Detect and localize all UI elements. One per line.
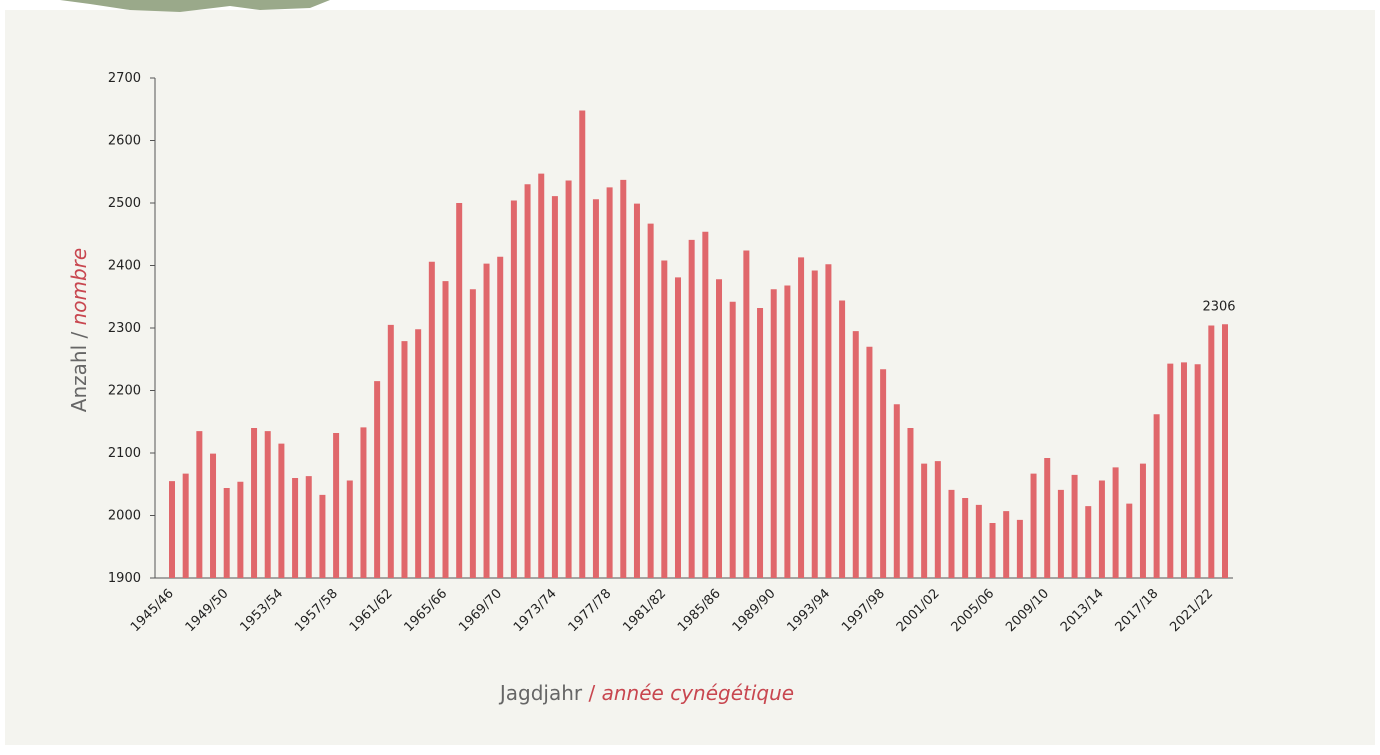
bar [976,505,982,578]
bar [661,261,667,579]
bar [237,482,243,578]
bar [1017,520,1023,578]
data-label: 2306 [1202,299,1235,314]
y-title-sep: / [67,332,91,339]
bar [278,444,284,578]
bar [948,490,954,578]
bar [360,427,366,578]
bar [634,204,640,578]
bar [866,347,872,578]
bar [333,433,339,578]
bar [183,474,189,578]
bar [1113,467,1119,578]
bar [620,180,626,578]
bar [415,329,421,578]
y-tick-label: 2000 [108,509,141,524]
bar [825,264,831,578]
bar [757,308,763,578]
bar [853,331,859,578]
bar [429,262,435,578]
bar [538,174,544,578]
bar [1140,464,1146,578]
bar [401,341,407,578]
y-tick-label: 2600 [108,134,141,149]
y-tick-label: 2100 [108,446,141,461]
bar [1085,506,1091,578]
bar [607,187,613,578]
bar [784,286,790,579]
bar [648,224,654,578]
bar [525,184,531,578]
bar [169,481,175,578]
bar [224,488,230,578]
bar [456,203,462,578]
bar [1003,511,1009,578]
bar [675,277,681,578]
x-title-sep: / [589,681,596,705]
bar [907,428,913,578]
y-title-fr: nombre [67,248,91,326]
bar [730,302,736,578]
bar [593,199,599,578]
y-tick-label: 2700 [108,71,141,86]
bar [347,481,353,579]
bar [1099,481,1105,579]
y-tick-label: 2500 [108,196,141,211]
bar [1222,324,1228,578]
bar [1072,475,1078,578]
bar [743,251,749,579]
bar [497,257,503,578]
bar [716,279,722,578]
x-title-de: Jagdjahr [498,681,583,705]
bar [292,478,298,578]
bar [306,476,312,578]
bar [566,181,572,579]
bar [880,369,886,578]
bar [935,461,941,578]
bar [484,264,490,578]
bar [1126,504,1132,578]
bar [470,289,476,578]
x-axis-title: Jagdjahr / année cynégétique [498,681,794,705]
bar [921,464,927,578]
x-title-fr: année cynégétique [602,681,794,705]
y-tick-label: 2200 [108,384,141,399]
bar [1167,364,1173,578]
bar [552,196,558,578]
y-axis-title: Anzahl / nombre [67,248,91,412]
bar [210,454,216,578]
bar [702,232,708,578]
y-tick-label: 2300 [108,321,141,336]
bar [839,301,845,579]
bar [1044,458,1050,578]
bar [374,381,380,578]
y-tick-label: 1900 [108,571,141,586]
bar [388,325,394,578]
bar [812,271,818,579]
y-title-de: Anzahl [67,345,91,412]
bar [443,281,449,578]
chart: Anzahl / nombre Jagdjahr / année cynégét… [0,0,1380,751]
bar [1181,362,1187,578]
bar [798,257,804,578]
bar [251,428,257,578]
bar [894,404,900,578]
bar [990,523,996,578]
bar [579,111,585,579]
bar [265,431,271,578]
bar [1208,326,1214,579]
y-tick-label: 2400 [108,259,141,274]
bar [689,240,695,578]
bar [1195,364,1201,578]
bar [511,201,517,579]
bar [196,431,202,578]
bar [319,495,325,578]
bar [1031,474,1037,578]
bar [962,498,968,578]
bar [1154,414,1160,578]
bar [771,289,777,578]
bar [1058,490,1064,578]
